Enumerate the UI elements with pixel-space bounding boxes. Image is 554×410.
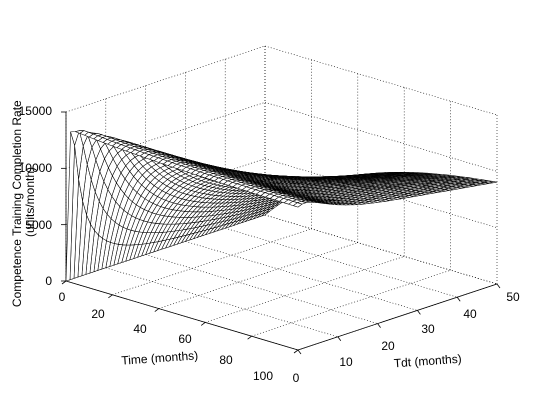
surface-patch [293, 202, 303, 208]
z-axis-label-line-1: Competence Training Completion Rate [10, 100, 24, 307]
y-tick-label: 80 [219, 353, 233, 367]
z-tick-label: 10000 [19, 161, 53, 175]
grid-line [205, 256, 405, 323]
grid-line [264, 158, 498, 228]
y-tick-mark [200, 322, 206, 326]
y-tick-mark [293, 349, 299, 354]
x-tick-label: 40 [463, 307, 477, 321]
x-tick-label: 0 [293, 371, 300, 385]
x-tick-mark [377, 323, 381, 328]
y-axis-label: Time (months) [121, 348, 199, 367]
y-tick-mark [108, 294, 113, 299]
z-tick-label: 15000 [19, 104, 53, 118]
y-tick-label: 0 [59, 290, 66, 304]
y-tick-label: 40 [133, 322, 147, 336]
x-tick-label: 30 [421, 322, 435, 336]
grid-line [185, 241, 418, 311]
x-tick-label: 50 [506, 290, 520, 304]
y-axis-ticks: 0 20 40 60 80 100 [59, 290, 274, 383]
x-tick-mark [337, 336, 342, 342]
grid-line [145, 254, 378, 324]
z-tick-label: 5000 [25, 218, 52, 232]
grid-line [105, 267, 338, 338]
grid-line [251, 269, 451, 337]
x-axis-ticks: 0 10 20 30 40 50 [293, 290, 520, 385]
x-tick-label: 10 [339, 355, 353, 369]
y-tick-mark [154, 308, 160, 312]
grid-line [264, 45, 498, 116]
x-axis-label: Tdt (months) [393, 352, 462, 371]
axes [61, 111, 501, 355]
y-axis-line [65, 280, 299, 351]
grid-line [65, 45, 266, 113]
z-tick-label: 0 [45, 274, 52, 288]
x-tick-mark [496, 283, 501, 289]
grid-line [264, 214, 498, 285]
x-tick-mark [297, 349, 302, 355]
grid-line [65, 102, 266, 169]
y-tick-mark [61, 280, 67, 285]
grid-line [112, 228, 312, 296]
y-tick-label: 100 [253, 369, 273, 383]
grid-line [225, 227, 458, 298]
x-tick-mark [417, 310, 421, 315]
x-axis-line [297, 283, 498, 351]
y-tick-mark [247, 335, 252, 340]
grid-line [264, 102, 498, 172]
x-tick-mark [456, 296, 461, 302]
z-axis-label-line-2: (units/month) [23, 167, 37, 237]
z-axis-label: Competence Training Completion Rate (uni… [10, 97, 37, 307]
x-tick-label: 20 [381, 339, 395, 353]
surface-mesh [65, 130, 498, 282]
grid-line [158, 242, 358, 309]
y-tick-label: 20 [91, 307, 105, 321]
z-axis-ticks: 0 5000 10000 15000 [19, 104, 53, 288]
y-tick-label: 60 [178, 332, 192, 346]
